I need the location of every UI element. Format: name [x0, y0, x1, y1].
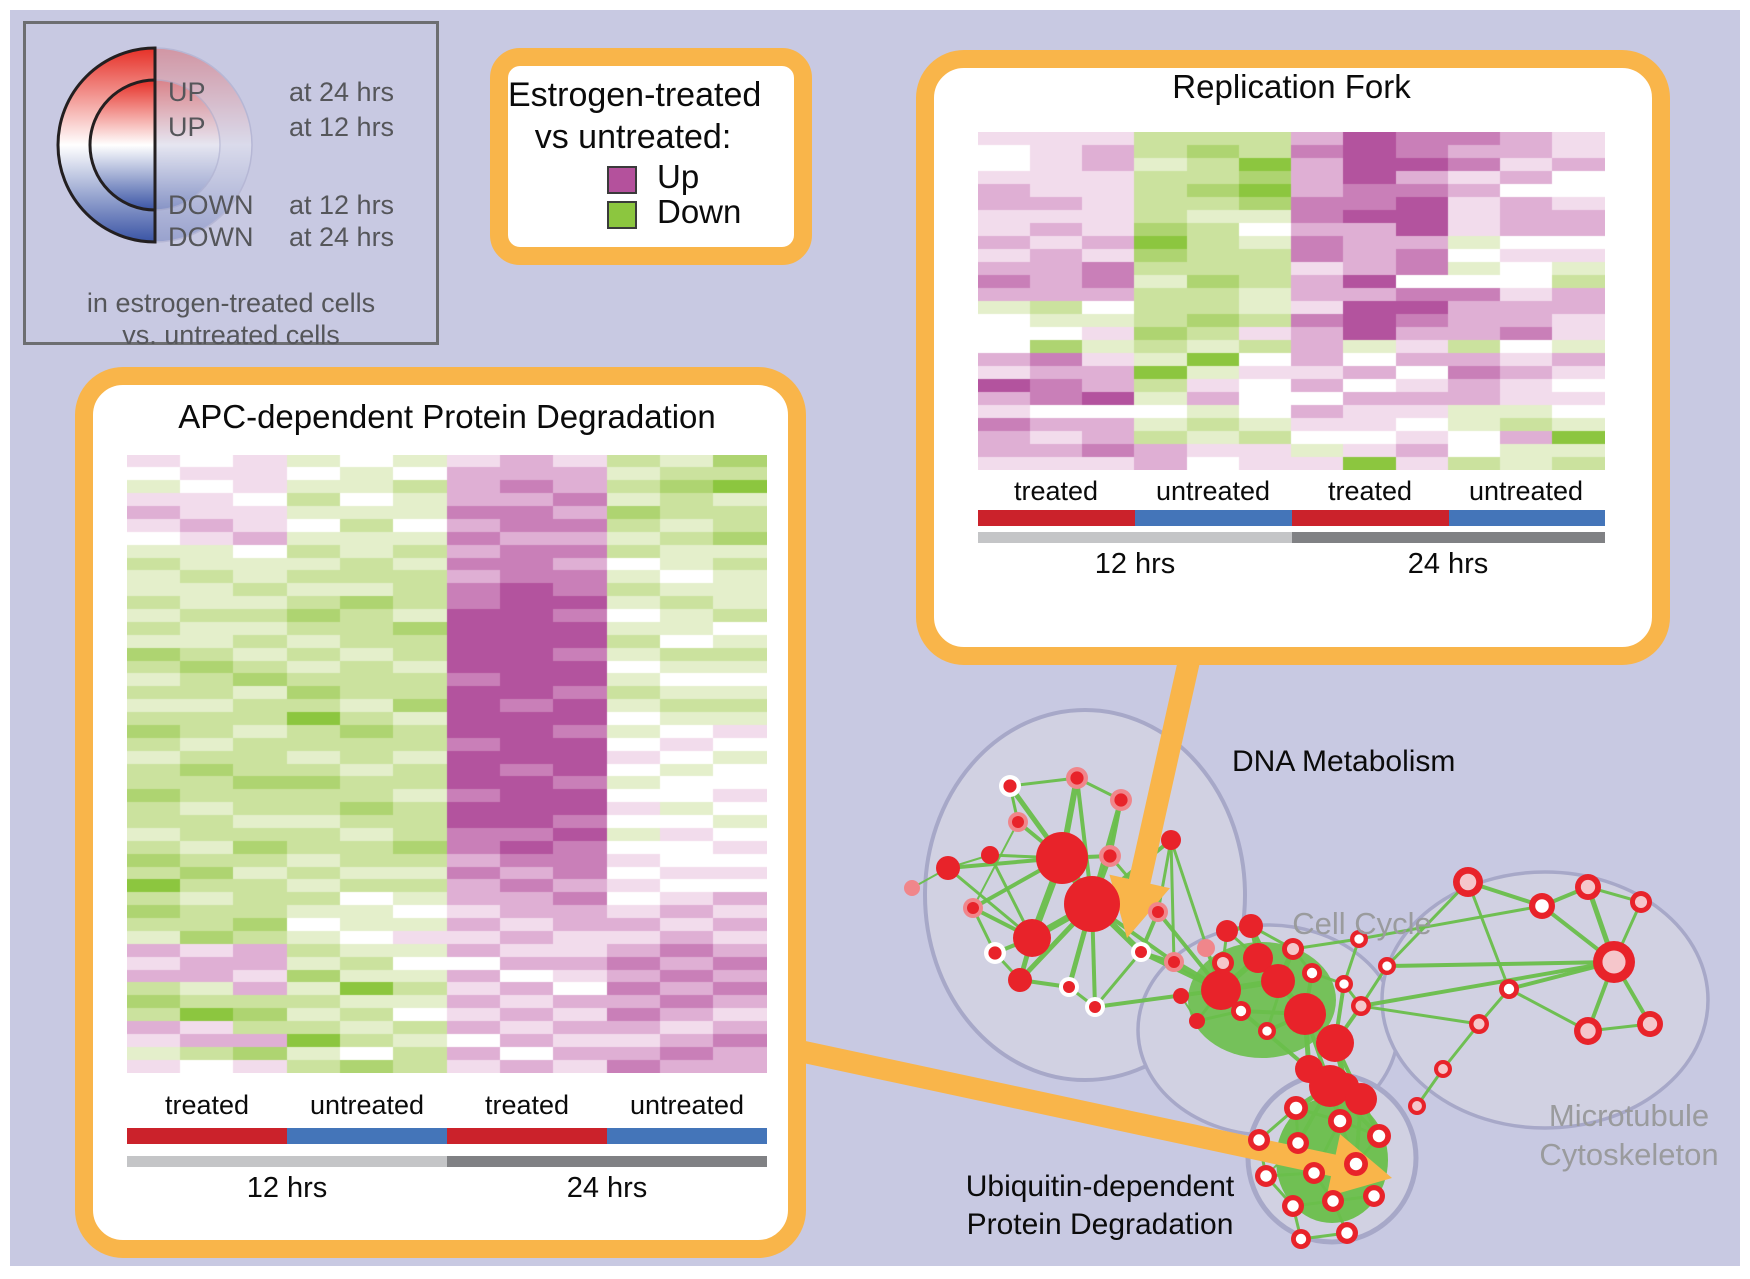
- apc-degradation-title: APC-dependent Protein Degradation: [178, 398, 716, 435]
- updown-legend-box: [490, 48, 812, 265]
- ring-row-label: DOWN: [168, 190, 254, 220]
- treated-bar: [1292, 510, 1449, 526]
- group-label: untreated: [309, 1090, 425, 1120]
- up-color-swatch: [607, 166, 637, 194]
- untreated-bar: [607, 1128, 767, 1144]
- untreated-bar: [1449, 510, 1605, 526]
- replication-fork-heatmap: [978, 132, 1605, 470]
- ring-legend-footer-1: in estrogen-treated cells: [86, 288, 376, 318]
- hrs12-label: 12 hrs: [246, 1172, 328, 1204]
- group-label: untreated: [1155, 476, 1271, 506]
- group-label: treated: [1327, 476, 1413, 506]
- hrs12-label: 12 hrs: [1094, 548, 1176, 580]
- untreated-bar: [1135, 510, 1292, 526]
- cell-cycle-label: Cell Cycle: [1292, 906, 1432, 941]
- ring-row-label: UP: [168, 112, 206, 142]
- updown-legend-title-2: vs untreated:: [534, 118, 732, 156]
- hrs12-bar: [978, 532, 1292, 543]
- group-label: untreated: [629, 1090, 745, 1120]
- hrs24-bar: [447, 1156, 767, 1167]
- ubiquitin-label-2: Protein Degradation: [966, 1208, 1234, 1241]
- ubiquitin-label-1: Ubiquitin-dependent: [965, 1170, 1235, 1203]
- ring-diagram: [56, 46, 253, 244]
- up-label: Up: [657, 158, 700, 195]
- treated-bar: [447, 1128, 607, 1144]
- dna-metabolism-label: DNA Metabolism: [1232, 745, 1456, 778]
- replication-fork-title: Replication Fork: [1172, 68, 1411, 105]
- hrs24-label: 24 hrs: [1407, 548, 1489, 580]
- ring-row-label: UP: [168, 77, 206, 107]
- ring-legend-box: UP at 24 hrs UP at 12 hrs DOWN at 12 hrs…: [23, 21, 439, 350]
- ring-row-time: at 12 hrs: [289, 112, 395, 142]
- treated-bar: [127, 1128, 287, 1144]
- group-label: treated: [1013, 476, 1099, 506]
- ring-row-time: at 12 hrs: [289, 190, 395, 220]
- treated-bar: [978, 510, 1135, 526]
- microtubule-label-2: Cytoskeleton: [1539, 1137, 1719, 1172]
- microtubule-label-1: Microtubule: [1548, 1098, 1710, 1133]
- group-label: treated: [484, 1090, 570, 1120]
- ring-row-time: at 24 hrs: [289, 222, 395, 252]
- hrs12-bar: [127, 1156, 447, 1167]
- ring-row-time: at 24 hrs: [289, 77, 395, 107]
- down-color-swatch: [607, 201, 637, 229]
- group-label: treated: [164, 1090, 250, 1120]
- apc-degradation-heatmap: [127, 455, 767, 1073]
- hrs24-bar: [1292, 532, 1605, 543]
- group-label: untreated: [1468, 476, 1584, 506]
- inner-ring-solid-half: [88, 78, 157, 212]
- down-label: Down: [657, 193, 742, 230]
- untreated-bar: [287, 1128, 447, 1144]
- updown-legend-title-1: Estrogen-treated: [508, 76, 762, 114]
- ring-row-label: DOWN: [168, 222, 254, 252]
- hrs24-label: 24 hrs: [566, 1172, 648, 1204]
- ring-legend-footer-2: vs. untreated cells: [122, 320, 340, 350]
